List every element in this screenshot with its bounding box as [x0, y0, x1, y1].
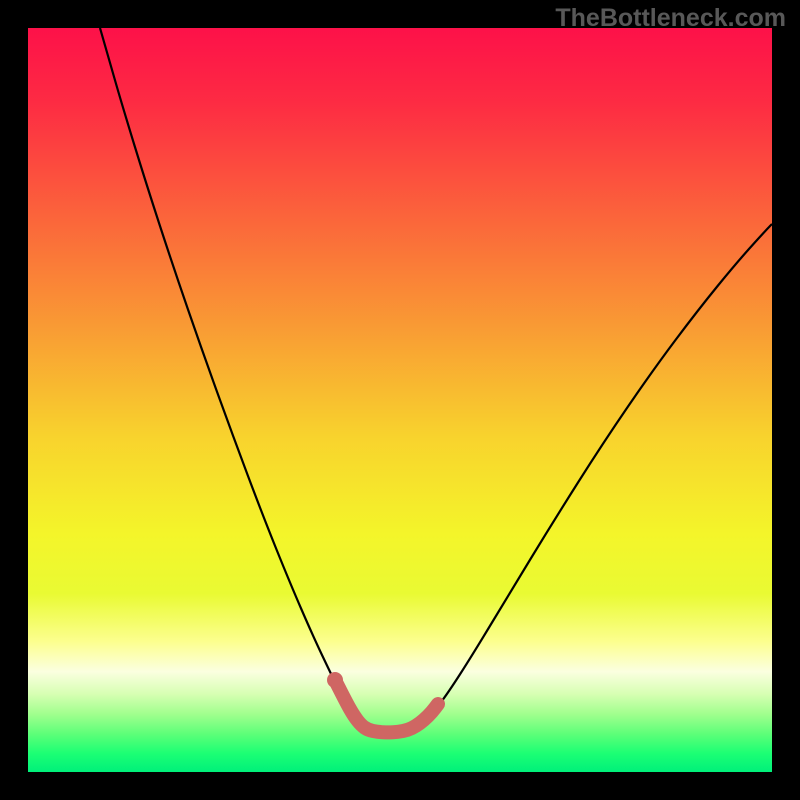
bottleneck-curve	[100, 28, 772, 733]
marker-trace	[335, 680, 438, 732]
plot-area	[28, 28, 772, 772]
marker-end-dot	[437, 703, 439, 705]
marker-start-dot	[327, 672, 343, 688]
chart-svg	[28, 28, 772, 772]
watermark-text: TheBottleneck.com	[555, 4, 786, 33]
